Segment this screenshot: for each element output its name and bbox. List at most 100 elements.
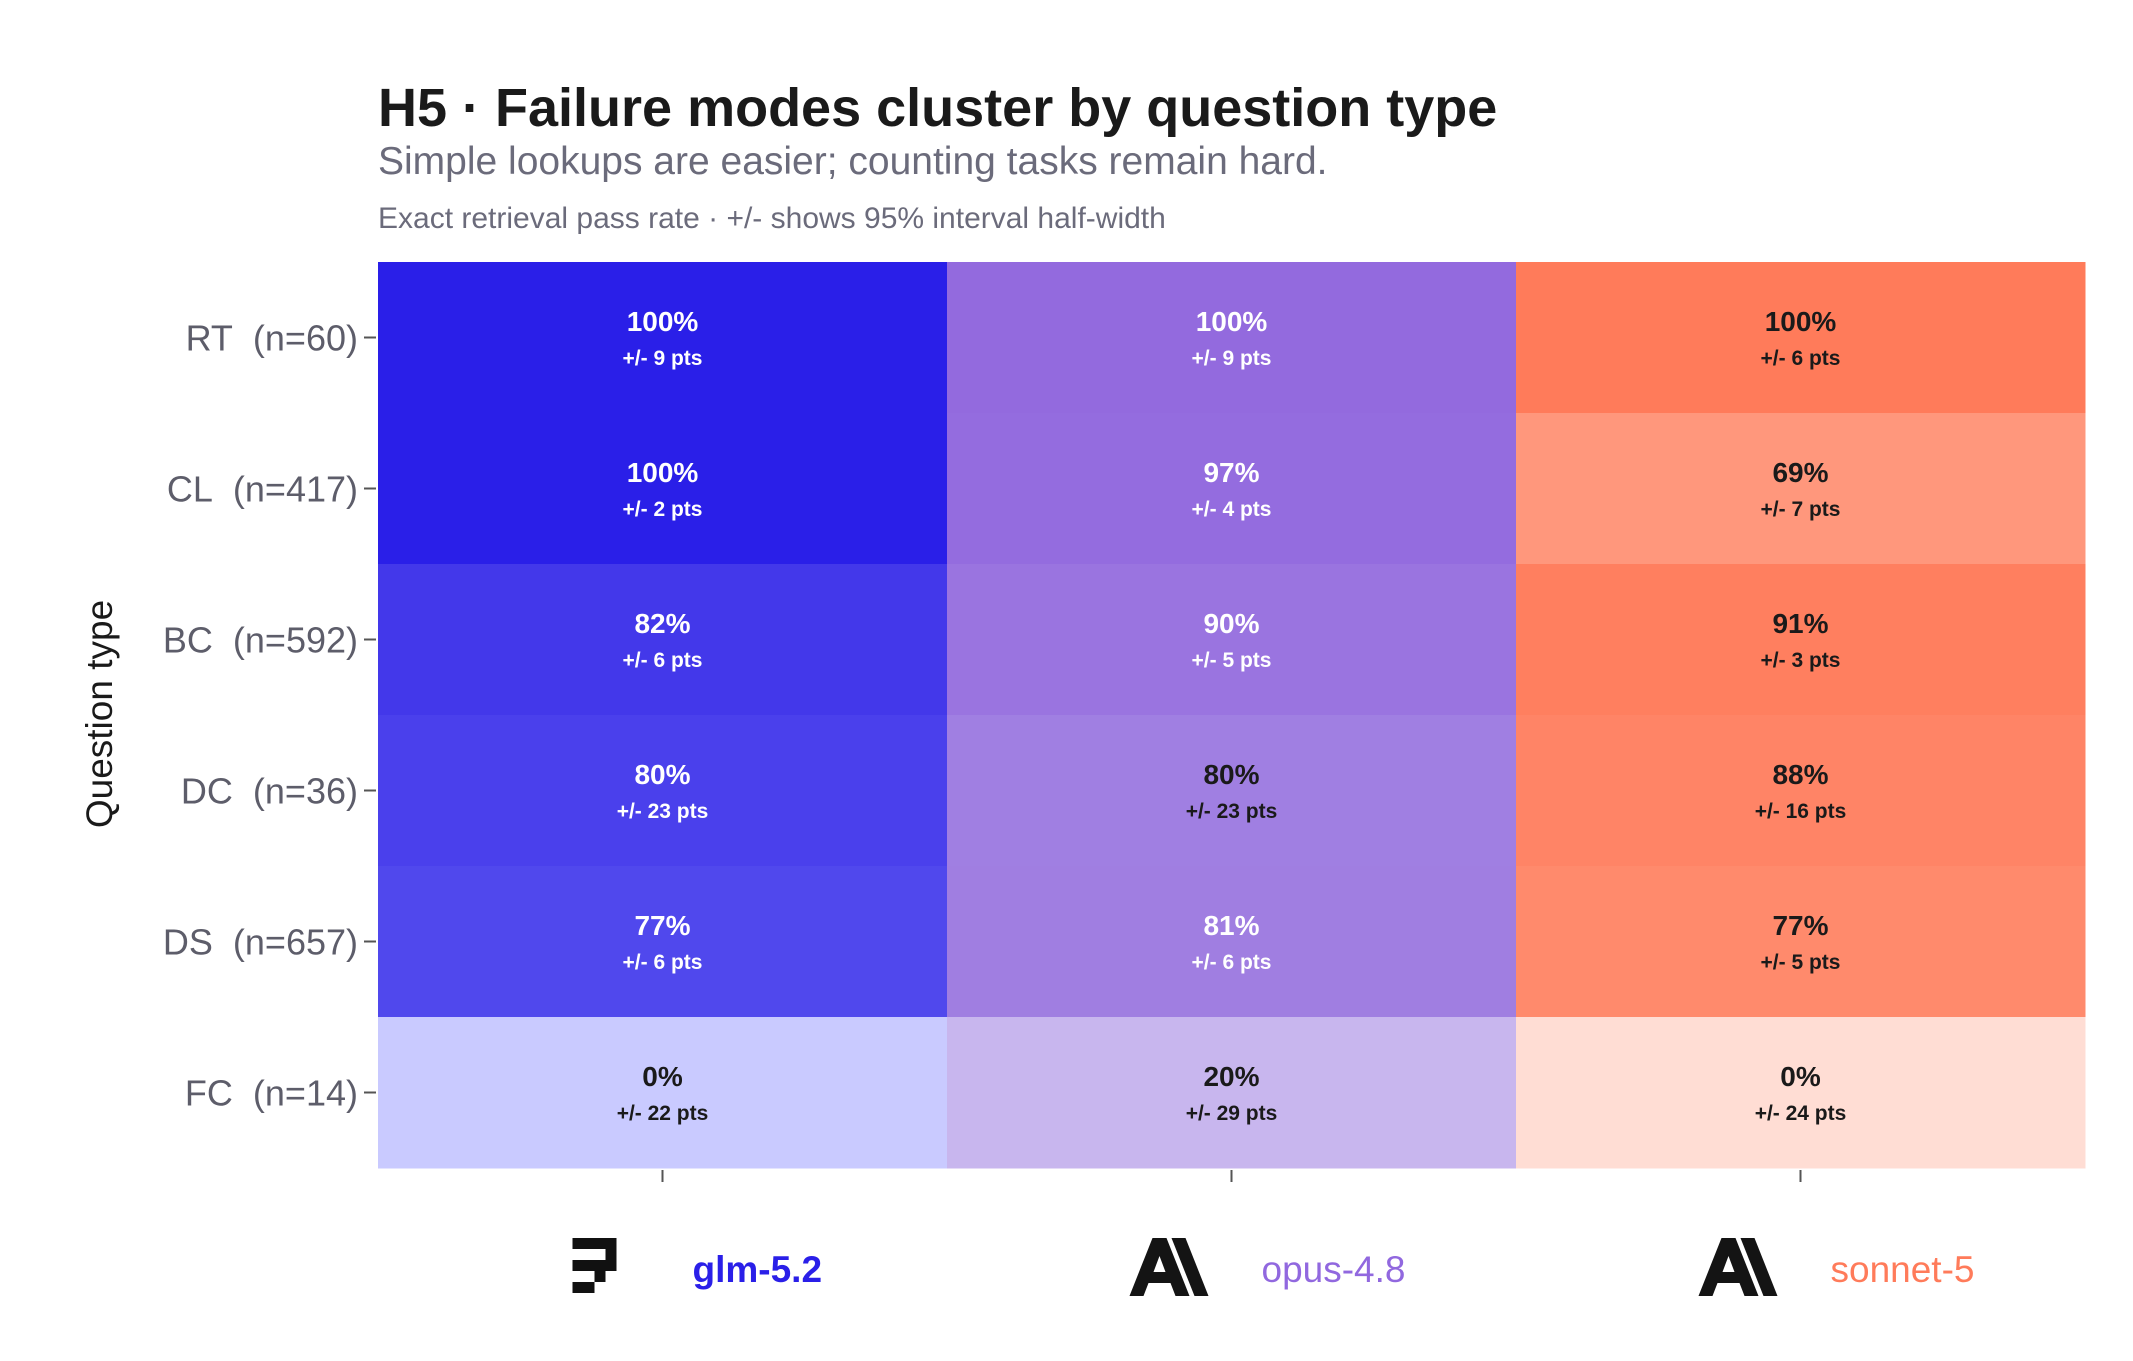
cell-fill (947, 1017, 1517, 1169)
cell-fill (1516, 866, 2086, 1018)
cell-value-label: 82% (634, 608, 690, 639)
cell-value-label: 100% (1765, 306, 1837, 337)
cell-value-label: 80% (1203, 759, 1259, 790)
heatmap-cell: 20% +/- 29 pts (947, 1017, 1517, 1169)
cell-fill (1516, 1017, 2086, 1169)
row-code: RT (186, 318, 233, 359)
x-axis-ticks (661, 1170, 1802, 1182)
cell-interval-label: +/- 3 pts (1761, 649, 1841, 672)
cell-interval-label: +/- 23 pts (1186, 800, 1278, 823)
row-code: FC (185, 1073, 233, 1114)
row-label: BC (n=592) (163, 620, 358, 661)
cell-interval-label: +/- 6 pts (1192, 951, 1272, 974)
model-name-label: glm-5.2 (693, 1249, 823, 1290)
heatmap-cell: 97% +/- 4 pts (947, 413, 1517, 565)
chart-subtitle: Simple lookups are easier; counting task… (378, 140, 1327, 183)
cell-value-label: 20% (1203, 1061, 1259, 1092)
heatmap-cell: 100% +/- 9 pts (947, 262, 1517, 414)
cell-value-label: 100% (627, 306, 699, 337)
cell-fill (947, 413, 1517, 565)
heatmap-cell: 69% +/- 7 pts (1516, 413, 2086, 565)
cell-value-label: 0% (1780, 1061, 1821, 1092)
cell-interval-label: +/- 9 pts (623, 347, 703, 370)
cell-value-label: 100% (1196, 306, 1268, 337)
heatmap-cell: 77% +/- 6 pts (378, 866, 948, 1018)
cell-value-label: 69% (1772, 457, 1828, 488)
row-code: DC (181, 771, 233, 812)
legend-item: sonnet-5 (1698, 1238, 1975, 1296)
cell-fill (378, 564, 948, 716)
heatmap-cell: 0% +/- 22 pts (378, 1017, 948, 1169)
cell-fill (947, 715, 1517, 867)
row-code: DS (163, 922, 213, 963)
chart-note: Exact retrieval pass rate · +/- shows 95… (378, 202, 1166, 235)
cell-interval-label: +/- 5 pts (1761, 951, 1841, 974)
heatmap-cell: 82% +/- 6 pts (378, 564, 948, 716)
heatmap-cells: 100% +/- 9 pts 100% +/- 2 pts 82% +/- 6 pts 80… (378, 262, 2086, 1169)
cell-interval-label: +/- 6 pts (623, 649, 703, 672)
legend-item: opus-4.8 (1129, 1238, 1406, 1296)
heatmap-cell: 88% +/- 16 pts (1516, 715, 2086, 867)
anthropic-logo-icon (1698, 1238, 1778, 1296)
cell-interval-label: +/- 16 pts (1755, 800, 1847, 823)
cell-interval-label: +/- 4 pts (1192, 498, 1272, 521)
cell-value-label: 100% (627, 457, 699, 488)
cell-fill (1516, 715, 2086, 867)
heatmap-cell: 100% +/- 2 pts (378, 413, 948, 565)
glm-logo-icon (572, 1238, 617, 1293)
row-labels: RT (n=60) CL (n=417) BC (n=592) DC (n=36) DS (n=6… (163, 318, 376, 1114)
cell-value-label: 90% (1203, 608, 1259, 639)
cell-value-label: 81% (1203, 910, 1259, 941)
cell-fill (378, 262, 948, 414)
cell-interval-label: +/- 7 pts (1761, 498, 1841, 521)
cell-fill (1516, 262, 2086, 414)
cell-fill (378, 715, 948, 867)
cell-interval-label: +/- 5 pts (1192, 649, 1272, 672)
y-axis-label: Question type (79, 600, 120, 828)
heatmap-cell: 0% +/- 24 pts (1516, 1017, 2086, 1169)
row-label: CL (n=417) (167, 469, 358, 510)
row-count: (n=36) (253, 771, 358, 812)
row-count: (n=657) (233, 922, 358, 963)
cell-interval-label: +/- 6 pts (623, 951, 703, 974)
cell-fill (378, 866, 948, 1018)
heatmap-cell: 91% +/- 3 pts (1516, 564, 2086, 716)
row-count: (n=592) (233, 620, 358, 661)
cell-value-label: 77% (1772, 910, 1828, 941)
cell-value-label: 0% (642, 1061, 683, 1092)
heatmap-cell: 80% +/- 23 pts (947, 715, 1517, 867)
cell-interval-label: +/- 6 pts (1761, 347, 1841, 370)
cell-interval-label: +/- 24 pts (1755, 1102, 1847, 1125)
cell-value-label: 91% (1772, 608, 1828, 639)
cell-value-label: 97% (1203, 457, 1259, 488)
cell-interval-label: +/- 23 pts (617, 800, 709, 823)
cell-fill (947, 866, 1517, 1018)
model-name-label: sonnet-5 (1831, 1249, 1975, 1290)
heatmap-cell: 77% +/- 5 pts (1516, 866, 2086, 1018)
row-label: DS (n=657) (163, 922, 358, 963)
row-code: BC (163, 620, 213, 661)
chart-title: H5 · Failure modes cluster by question t… (378, 78, 1497, 138)
model-legend: glm-5.2 opus-4.8 sonnet-5 (572, 1238, 1975, 1296)
cell-value-label: 88% (1772, 759, 1828, 790)
cell-fill (378, 1017, 948, 1169)
cell-fill (1516, 564, 2086, 716)
cell-interval-label: +/- 9 pts (1192, 347, 1272, 370)
cell-fill (947, 262, 1517, 414)
row-count: (n=60) (253, 318, 358, 359)
heatmap-cell: 100% +/- 6 pts (1516, 262, 2086, 414)
anthropic-logo-icon (1129, 1238, 1209, 1296)
cell-interval-label: +/- 2 pts (623, 498, 703, 521)
cell-fill (1516, 413, 2086, 565)
row-count: (n=14) (253, 1073, 358, 1114)
cell-value-label: 80% (634, 759, 690, 790)
heatmap-cell: 100% +/- 9 pts (378, 262, 948, 414)
row-label: DC (n=36) (181, 771, 358, 812)
cell-value-label: 77% (634, 910, 690, 941)
row-count: (n=417) (233, 469, 358, 510)
cell-fill (378, 413, 948, 565)
cell-interval-label: +/- 29 pts (1186, 1102, 1278, 1125)
row-label: RT (n=60) (186, 318, 358, 359)
heatmap-cell: 81% +/- 6 pts (947, 866, 1517, 1018)
